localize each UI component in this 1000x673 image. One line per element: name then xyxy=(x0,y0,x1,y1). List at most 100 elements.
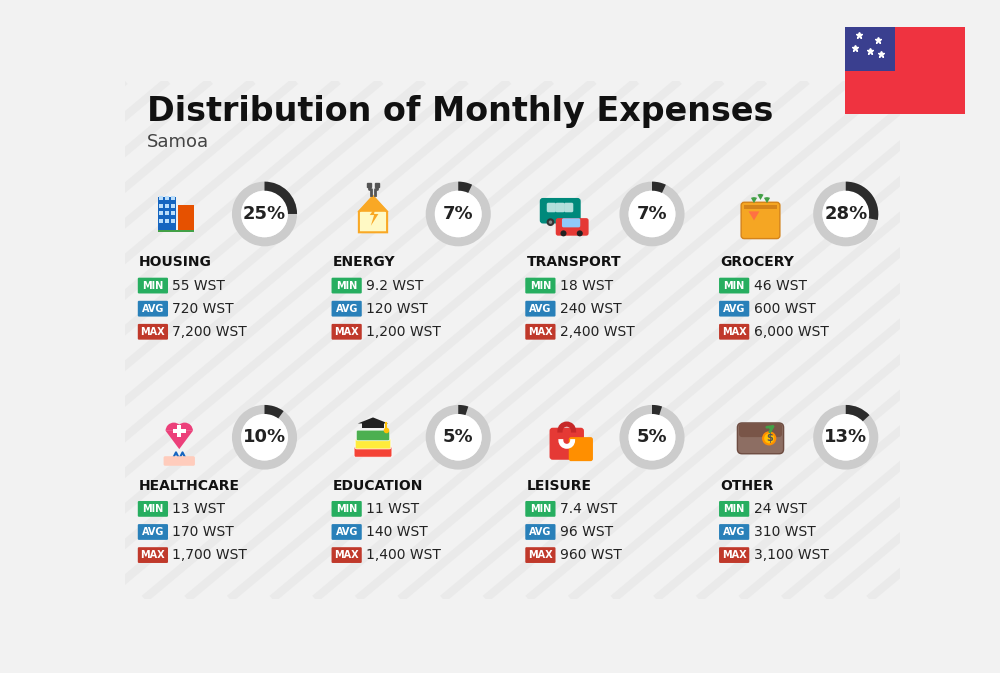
Text: HOUSING: HOUSING xyxy=(139,256,212,269)
FancyBboxPatch shape xyxy=(719,547,749,563)
Text: AVG: AVG xyxy=(529,304,552,314)
Circle shape xyxy=(567,218,575,226)
FancyBboxPatch shape xyxy=(165,219,169,223)
FancyBboxPatch shape xyxy=(138,324,168,340)
Circle shape xyxy=(822,414,869,460)
Wedge shape xyxy=(619,405,685,470)
FancyBboxPatch shape xyxy=(525,547,556,563)
Polygon shape xyxy=(166,431,193,449)
FancyBboxPatch shape xyxy=(719,501,749,517)
Text: 18 WST: 18 WST xyxy=(560,279,613,293)
Text: AVG: AVG xyxy=(335,304,358,314)
FancyBboxPatch shape xyxy=(550,428,584,460)
Text: 720 WST: 720 WST xyxy=(172,302,234,316)
FancyBboxPatch shape xyxy=(525,324,556,340)
Text: MIN: MIN xyxy=(530,504,551,514)
Text: 5%: 5% xyxy=(443,428,474,446)
FancyBboxPatch shape xyxy=(356,430,390,441)
Bar xyxy=(845,27,895,71)
Text: 2,400 WST: 2,400 WST xyxy=(560,325,635,339)
Circle shape xyxy=(435,190,482,238)
Text: 310 WST: 310 WST xyxy=(754,525,815,539)
Wedge shape xyxy=(846,405,869,421)
Text: 24 WST: 24 WST xyxy=(754,502,806,516)
Text: AVG: AVG xyxy=(529,527,552,537)
FancyBboxPatch shape xyxy=(171,219,175,223)
FancyBboxPatch shape xyxy=(158,229,194,232)
Text: OTHER: OTHER xyxy=(720,479,774,493)
Text: MAX: MAX xyxy=(528,550,553,560)
FancyBboxPatch shape xyxy=(332,278,362,293)
FancyBboxPatch shape xyxy=(719,324,749,340)
Polygon shape xyxy=(749,211,759,221)
Text: 5%: 5% xyxy=(637,428,667,446)
FancyBboxPatch shape xyxy=(719,524,749,540)
FancyBboxPatch shape xyxy=(525,301,556,316)
Text: MAX: MAX xyxy=(528,327,553,336)
Wedge shape xyxy=(813,182,878,246)
FancyBboxPatch shape xyxy=(355,438,391,449)
FancyBboxPatch shape xyxy=(362,423,384,428)
Wedge shape xyxy=(619,182,685,246)
FancyBboxPatch shape xyxy=(737,423,784,454)
Text: 96 WST: 96 WST xyxy=(560,525,613,539)
Text: MAX: MAX xyxy=(722,550,746,560)
Text: LEISURE: LEISURE xyxy=(526,479,591,493)
Text: AVG: AVG xyxy=(723,527,745,537)
Wedge shape xyxy=(652,182,666,193)
Wedge shape xyxy=(232,405,297,470)
FancyBboxPatch shape xyxy=(159,211,163,215)
FancyBboxPatch shape xyxy=(171,196,175,200)
Wedge shape xyxy=(458,405,468,415)
Circle shape xyxy=(763,432,775,444)
Wedge shape xyxy=(458,182,472,193)
FancyBboxPatch shape xyxy=(138,301,168,316)
Text: 28%: 28% xyxy=(824,205,867,223)
Wedge shape xyxy=(813,405,878,470)
Text: 960 WST: 960 WST xyxy=(560,548,622,562)
FancyBboxPatch shape xyxy=(159,219,163,223)
FancyBboxPatch shape xyxy=(525,501,556,517)
Polygon shape xyxy=(370,207,378,226)
Circle shape xyxy=(241,414,288,460)
Text: 1,700 WST: 1,700 WST xyxy=(172,548,247,562)
FancyBboxPatch shape xyxy=(165,211,169,215)
FancyBboxPatch shape xyxy=(744,205,777,209)
Wedge shape xyxy=(764,197,770,203)
Text: AVG: AVG xyxy=(723,304,745,314)
Text: 13%: 13% xyxy=(824,428,867,446)
Text: ENERGY: ENERGY xyxy=(333,256,395,269)
Text: MIN: MIN xyxy=(336,281,357,291)
Text: MAX: MAX xyxy=(334,550,359,560)
Text: 7%: 7% xyxy=(443,205,474,223)
FancyBboxPatch shape xyxy=(547,203,556,212)
Wedge shape xyxy=(166,423,182,431)
FancyBboxPatch shape xyxy=(158,197,176,232)
Text: 11 WST: 11 WST xyxy=(366,502,419,516)
FancyBboxPatch shape xyxy=(332,524,362,540)
FancyBboxPatch shape xyxy=(719,301,749,316)
FancyBboxPatch shape xyxy=(159,204,163,207)
FancyBboxPatch shape xyxy=(159,196,163,200)
FancyBboxPatch shape xyxy=(719,278,749,293)
FancyBboxPatch shape xyxy=(173,429,186,433)
Wedge shape xyxy=(426,182,491,246)
Text: EDUCATION: EDUCATION xyxy=(333,479,423,493)
FancyBboxPatch shape xyxy=(741,203,780,239)
Text: 120 WST: 120 WST xyxy=(366,302,428,316)
Text: TRANSPORT: TRANSPORT xyxy=(526,256,621,269)
Text: GROCERY: GROCERY xyxy=(720,256,794,269)
Text: 7%: 7% xyxy=(637,205,667,223)
Text: 55 WST: 55 WST xyxy=(172,279,225,293)
Text: MAX: MAX xyxy=(141,550,165,560)
Text: 1,200 WST: 1,200 WST xyxy=(366,325,441,339)
Text: 170 WST: 170 WST xyxy=(172,525,234,539)
FancyBboxPatch shape xyxy=(138,524,168,540)
FancyBboxPatch shape xyxy=(165,204,169,207)
Circle shape xyxy=(577,230,583,236)
FancyBboxPatch shape xyxy=(171,211,175,215)
FancyBboxPatch shape xyxy=(177,425,181,437)
Wedge shape xyxy=(757,194,764,200)
FancyBboxPatch shape xyxy=(332,301,362,316)
FancyBboxPatch shape xyxy=(138,547,168,563)
